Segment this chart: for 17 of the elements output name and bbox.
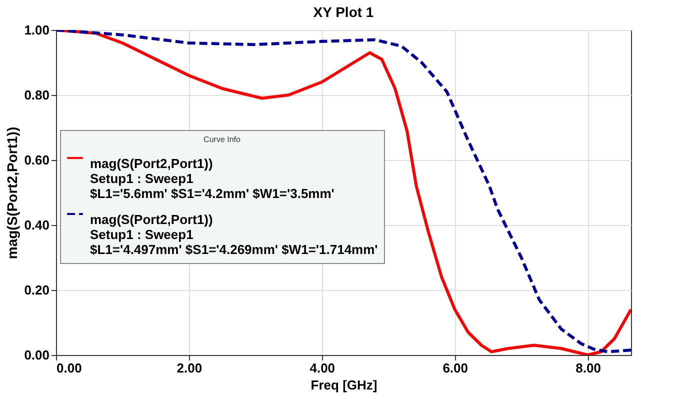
x-axis-title: Freq [GHz] [310, 378, 378, 392]
y-tick-label: 0.60 [24, 152, 50, 168]
y-axis-title: mag(S(Port2,Port1)) [4, 126, 20, 260]
legend-title: Curve Info [204, 135, 242, 144]
y-tick-label: 0.80 [24, 88, 50, 102]
x-tick-label: 2.00 [176, 360, 202, 376]
legend-label: mag(S(Port2,Port1)) Setup1 : Sweep1 $L1='4.497mm' $S1='4.269mm' $W1='1.714mm' [90, 212, 378, 257]
x-tick-label: 0.00 [56, 360, 82, 376]
y-tick-label: 0.00 [24, 348, 50, 362]
chart-title: XY Plot 1 [313, 4, 374, 20]
y-tick-label: 0.40 [24, 218, 50, 232]
legend-label: mag(S(Port2,Port1)) Setup1 : Sweep1 $L1='5.6mm' $S1='4.2mm' $W1='3.5mm' [90, 156, 334, 201]
x-tick-label: 8.00 [576, 360, 601, 376]
y-tick-label: 0.20 [24, 282, 50, 298]
x-tick-label: 6.00 [442, 360, 468, 376]
y-tick-label: 1.00 [24, 22, 50, 38]
x-tick-label: 4.00 [310, 360, 336, 376]
